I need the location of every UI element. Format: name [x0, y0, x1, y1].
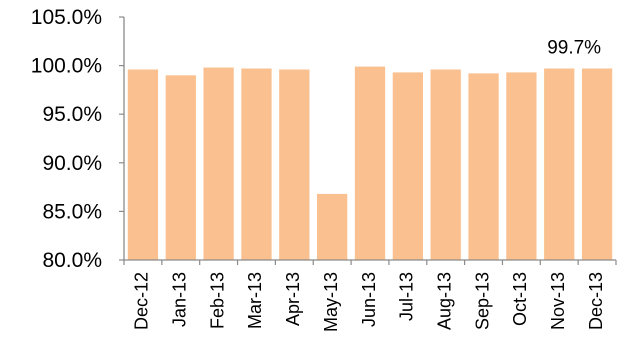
- y-tick-label: 95.0%: [42, 103, 102, 126]
- x-axis-ticks: Dec-12 Jan-13 Feb-13 Mar-13 Apr-13 May-13 Jun-…: [123, 260, 617, 332]
- x-tick-label: Aug-13: [434, 272, 454, 330]
- bar-sep-13: [468, 73, 499, 260]
- x-tick-label: Jul-13: [397, 272, 417, 321]
- bar-jan-13: [165, 75, 196, 260]
- bar-oct-13: [506, 72, 537, 261]
- y-tick-label: 100.0%: [31, 55, 102, 78]
- x-tick-label: Nov-13: [548, 272, 568, 330]
- bar-nov-13: [544, 68, 575, 261]
- x-tick-label: Feb-13: [207, 272, 227, 329]
- axes-layer: [123, 17, 616, 261]
- bar-feb-13: [203, 67, 234, 260]
- y-tick-label: 105.0%: [31, 6, 102, 29]
- bar-may-13: [317, 193, 348, 260]
- data-labels: 99.7%: [547, 38, 601, 59]
- x-tick-label: Apr-13: [283, 272, 303, 326]
- bar-mar-13: [241, 68, 272, 261]
- y-tick-label: 85.0%: [42, 200, 102, 223]
- bar-jun-13: [354, 66, 386, 260]
- y-axis-ticks: 80.0% 85.0% 90.0% 95.0% 100.0% 105.0%: [31, 6, 124, 272]
- bars-layer: [127, 66, 613, 261]
- bar-dec-12: [127, 69, 159, 261]
- bar-apr-13: [279, 69, 310, 261]
- bar-aug-13: [430, 69, 461, 261]
- bar-dec-13: [581, 68, 613, 261]
- x-tick-label: Dec-12: [132, 272, 152, 330]
- x-tick-label: May-13: [321, 272, 341, 332]
- x-tick-label: Sep-13: [472, 272, 492, 330]
- x-tick-label: Mar-13: [245, 272, 265, 329]
- bar-jul-13: [392, 72, 423, 261]
- data-label: 99.7%: [547, 38, 601, 59]
- x-tick-label: Oct-13: [510, 272, 530, 326]
- y-tick-label: 80.0%: [42, 249, 102, 272]
- x-tick-label: Jun-13: [359, 272, 379, 327]
- y-tick-label: 90.0%: [42, 152, 102, 175]
- x-tick-label: Dec-13: [586, 272, 606, 330]
- x-tick-label: Jan-13: [170, 272, 190, 327]
